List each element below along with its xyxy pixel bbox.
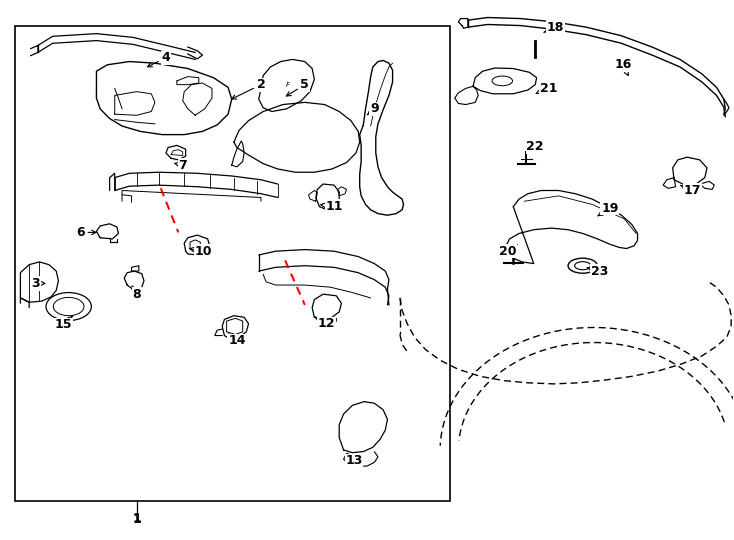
Text: 7: 7	[175, 159, 187, 172]
Text: 2: 2	[232, 78, 266, 99]
Text: 15: 15	[55, 316, 73, 332]
Text: 22: 22	[526, 140, 544, 153]
Text: 18: 18	[544, 21, 564, 33]
Text: 9: 9	[367, 103, 379, 116]
Text: 13: 13	[345, 454, 363, 467]
Text: 3: 3	[32, 277, 45, 290]
Text: 12: 12	[315, 317, 335, 330]
Text: 20: 20	[498, 245, 517, 258]
Text: 8: 8	[132, 286, 141, 301]
Text: 21: 21	[536, 82, 557, 95]
Text: 6: 6	[76, 226, 96, 239]
Text: 11: 11	[321, 200, 343, 213]
Text: 16: 16	[614, 58, 632, 76]
Text: 10: 10	[190, 245, 212, 258]
Text: F: F	[286, 82, 290, 87]
Text: 4: 4	[148, 51, 170, 67]
Bar	[15, 25, 450, 501]
Text: 17: 17	[680, 184, 701, 197]
Text: 5: 5	[286, 78, 309, 96]
Text: 14: 14	[228, 334, 246, 347]
Text: 19: 19	[598, 202, 619, 216]
Text: 1: 1	[132, 512, 141, 525]
Text: 23: 23	[587, 265, 608, 278]
Text: 1: 1	[132, 514, 141, 526]
